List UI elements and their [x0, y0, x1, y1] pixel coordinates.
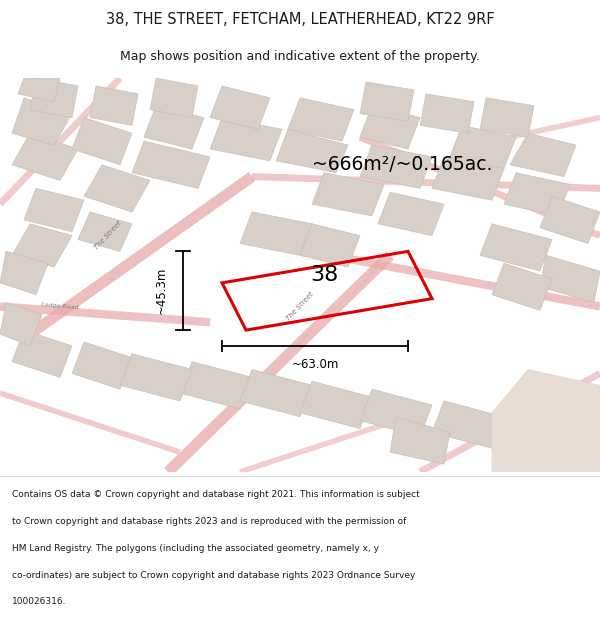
Polygon shape	[540, 196, 600, 244]
Polygon shape	[378, 192, 444, 236]
Polygon shape	[24, 188, 84, 232]
Polygon shape	[540, 255, 600, 302]
Text: The Street: The Street	[286, 291, 314, 322]
Polygon shape	[420, 94, 474, 133]
Polygon shape	[12, 224, 72, 267]
Polygon shape	[120, 354, 192, 401]
Polygon shape	[12, 98, 72, 145]
Text: ~45.3m: ~45.3m	[155, 267, 168, 314]
Polygon shape	[72, 118, 132, 165]
Polygon shape	[144, 106, 204, 149]
Text: HM Land Registry. The polygons (including the associated geometry, namely x, y: HM Land Registry. The polygons (includin…	[12, 544, 379, 553]
Text: to Crown copyright and database rights 2023 and is reproduced with the permissio: to Crown copyright and database rights 2…	[12, 517, 406, 526]
Polygon shape	[498, 412, 558, 460]
Polygon shape	[360, 145, 432, 188]
Polygon shape	[360, 106, 420, 149]
Polygon shape	[300, 224, 360, 267]
Text: The Street: The Street	[94, 220, 122, 251]
Polygon shape	[90, 86, 138, 126]
Polygon shape	[210, 118, 282, 161]
Text: 38, THE STREET, FETCHAM, LEATHERHEAD, KT22 9RF: 38, THE STREET, FETCHAM, LEATHERHEAD, KT…	[106, 12, 494, 27]
Polygon shape	[132, 141, 210, 188]
Polygon shape	[30, 78, 78, 118]
Polygon shape	[510, 133, 576, 176]
Polygon shape	[150, 78, 198, 118]
Text: ~666m²/~0.165ac.: ~666m²/~0.165ac.	[312, 155, 492, 174]
Polygon shape	[18, 78, 60, 102]
Polygon shape	[240, 369, 312, 417]
Polygon shape	[180, 362, 252, 409]
Text: 38: 38	[310, 265, 338, 285]
Polygon shape	[210, 86, 270, 129]
Text: Map shows position and indicative extent of the property.: Map shows position and indicative extent…	[120, 50, 480, 62]
Text: 100026316.: 100026316.	[12, 598, 67, 606]
Text: ~63.0m: ~63.0m	[292, 357, 338, 371]
Polygon shape	[240, 212, 312, 255]
Polygon shape	[390, 417, 450, 464]
Polygon shape	[312, 173, 384, 216]
Polygon shape	[432, 157, 504, 200]
Polygon shape	[432, 401, 504, 448]
Polygon shape	[0, 302, 42, 346]
Polygon shape	[504, 173, 570, 216]
Polygon shape	[360, 82, 414, 121]
Polygon shape	[480, 98, 534, 137]
Polygon shape	[72, 342, 132, 389]
Polygon shape	[450, 126, 516, 169]
Polygon shape	[480, 224, 552, 271]
Polygon shape	[12, 330, 72, 378]
Polygon shape	[288, 98, 354, 141]
Polygon shape	[12, 133, 78, 181]
Text: co-ordinates) are subject to Crown copyright and database rights 2023 Ordnance S: co-ordinates) are subject to Crown copyr…	[12, 571, 415, 579]
Polygon shape	[492, 369, 600, 472]
Polygon shape	[300, 381, 372, 429]
Polygon shape	[360, 389, 432, 436]
Polygon shape	[0, 251, 48, 294]
Polygon shape	[84, 165, 150, 212]
Polygon shape	[276, 129, 348, 173]
Text: Lodge Road: Lodge Road	[41, 302, 79, 311]
Text: Contains OS data © Crown copyright and database right 2021. This information is : Contains OS data © Crown copyright and d…	[12, 490, 420, 499]
Polygon shape	[492, 263, 552, 311]
Polygon shape	[78, 212, 132, 251]
